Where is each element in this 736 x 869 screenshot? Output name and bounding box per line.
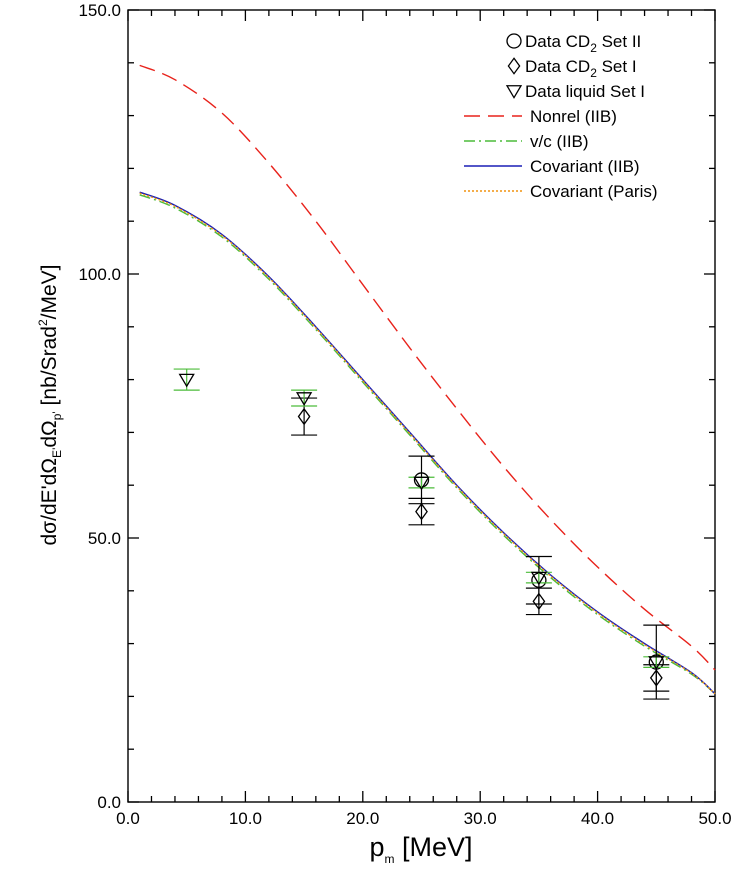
legend-label: Covariant (IIB) [530, 157, 640, 176]
y-tick-label: 100.0 [78, 265, 121, 284]
x-axis-label-sub: m [385, 852, 395, 866]
y-tick-label: 50.0 [88, 529, 121, 548]
y-axis-label: dσ/dE'dΩE'dΩp' [nb/Srad2/MeV] [36, 265, 64, 546]
marker-triangle-down-point [530, 571, 548, 586]
series-line-nonrel-iib [139, 64, 716, 671]
x-tick-label: 20.0 [346, 809, 379, 828]
marker-triangle-down-point [178, 373, 195, 388]
x-tick-label: 30.0 [464, 809, 497, 828]
marker-diamond-point [415, 502, 428, 521]
marker-triangle-down-point [295, 392, 313, 407]
series-line-covariant-paris [139, 192, 716, 695]
marker-diamond-point [532, 592, 546, 611]
series-line-v-c-iib [139, 194, 716, 695]
legend-label: Nonrel (IIB) [530, 107, 617, 126]
x-tick-label: 0.0 [116, 809, 140, 828]
x-axis-label-rest: [MeV] [395, 832, 473, 862]
marker-diamond-legend [507, 57, 521, 75]
x-tick-label: 40.0 [581, 809, 614, 828]
x-axis-label: pm [MeV] [369, 832, 472, 866]
marker-triangle-down-point [413, 476, 430, 491]
series-line-covariant-iib [139, 191, 716, 695]
marker-triangle-down-point [648, 656, 665, 671]
y-tick-label: 0.0 [97, 793, 121, 812]
legend-label: v/c (IIB) [530, 132, 589, 151]
marker-diamond-point [649, 669, 663, 687]
x-tick-label: 50.0 [698, 809, 731, 828]
legend-label: Data CD2 Set I [525, 57, 637, 80]
plot-frame [127, 9, 716, 803]
legend-label: Covariant (Paris) [530, 182, 658, 201]
y-tick-label: 150.0 [78, 1, 121, 20]
legend-label: Data liquid Set I [525, 82, 645, 101]
marker-circle-legend [506, 33, 522, 49]
legend-label: Data CD2 Set II [525, 32, 641, 55]
x-axis-label-main: p [369, 832, 384, 862]
x-tick-label: 10.0 [229, 809, 262, 828]
marker-triangle-down-legend [505, 85, 523, 99]
marker-diamond-point [297, 407, 311, 426]
